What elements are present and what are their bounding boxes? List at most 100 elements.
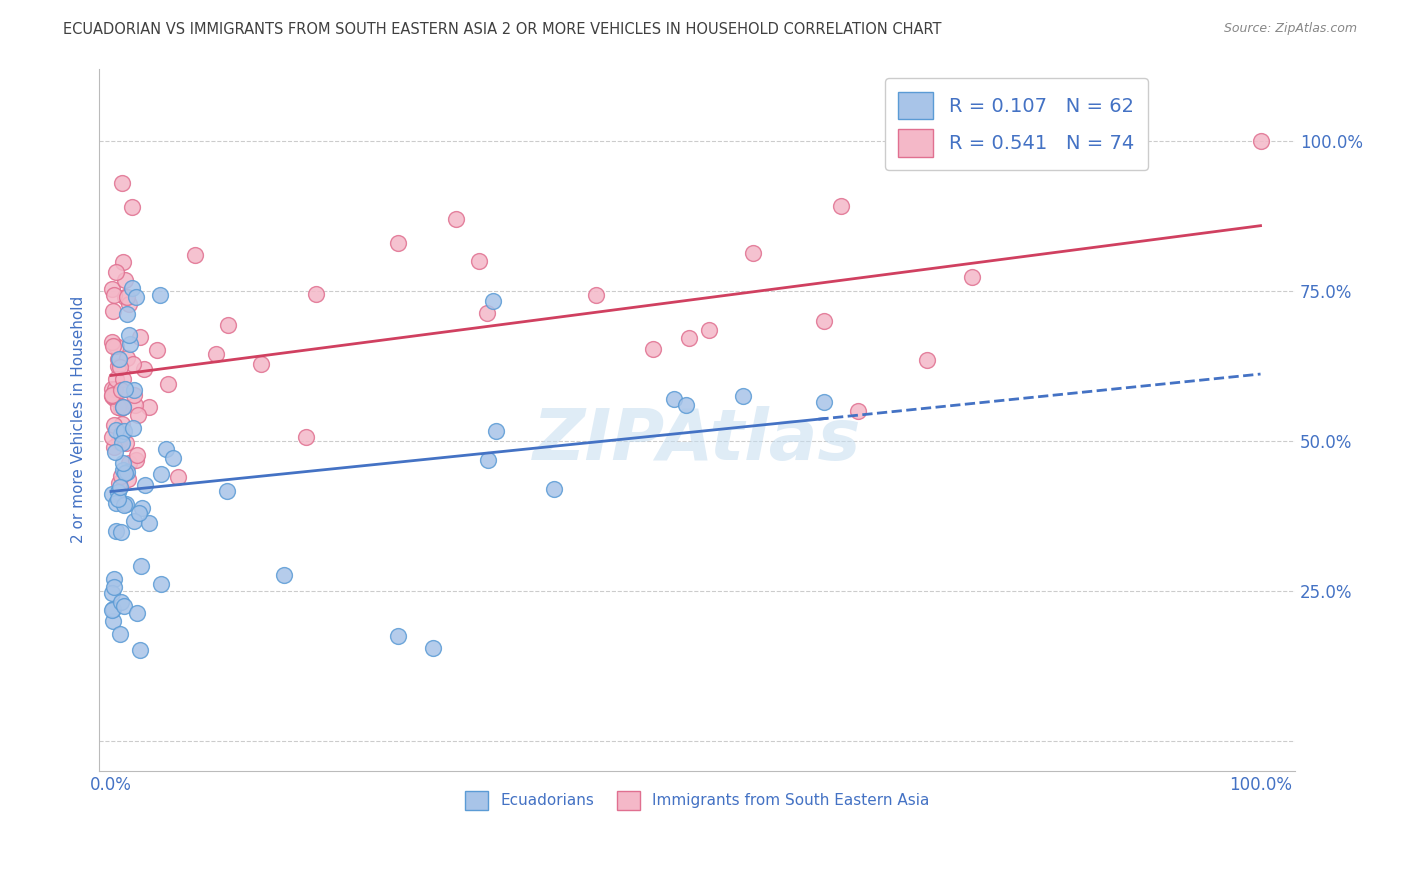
Y-axis label: 2 or more Vehicles in Household: 2 or more Vehicles in Household bbox=[72, 296, 86, 543]
Point bbox=[115, 497, 138, 511]
Point bbox=[110, 468, 132, 483]
Point bbox=[111, 400, 134, 414]
Point bbox=[103, 580, 125, 594]
Point bbox=[127, 408, 149, 422]
Point bbox=[127, 606, 149, 620]
Point bbox=[134, 478, 156, 492]
Point bbox=[101, 389, 124, 403]
Point bbox=[127, 448, 149, 462]
Point bbox=[107, 352, 129, 367]
Point bbox=[115, 291, 138, 305]
Point bbox=[125, 289, 148, 303]
Point bbox=[108, 434, 131, 449]
Point bbox=[101, 282, 124, 296]
Point bbox=[101, 487, 124, 501]
Point bbox=[103, 440, 125, 454]
Point bbox=[149, 467, 172, 481]
Point bbox=[110, 524, 132, 539]
Point bbox=[846, 403, 869, 417]
Point bbox=[101, 603, 124, 617]
Point bbox=[138, 516, 160, 530]
Point bbox=[146, 343, 169, 358]
Point bbox=[273, 567, 295, 582]
Point bbox=[105, 372, 128, 386]
Point bbox=[138, 401, 160, 415]
Point bbox=[166, 470, 188, 484]
Point bbox=[118, 297, 141, 311]
Point bbox=[110, 426, 132, 441]
Point bbox=[305, 287, 328, 301]
Point bbox=[1250, 134, 1272, 148]
Point bbox=[111, 417, 134, 432]
Point bbox=[104, 423, 127, 437]
Point bbox=[101, 614, 124, 628]
Point bbox=[250, 357, 273, 371]
Point bbox=[122, 357, 145, 371]
Point bbox=[132, 362, 155, 376]
Point bbox=[111, 463, 134, 477]
Point bbox=[915, 353, 938, 368]
Point bbox=[103, 287, 125, 301]
Point bbox=[101, 334, 124, 349]
Point bbox=[118, 336, 141, 351]
Point bbox=[118, 457, 141, 471]
Point bbox=[107, 352, 129, 367]
Point bbox=[477, 453, 499, 467]
Point bbox=[585, 288, 607, 302]
Point bbox=[422, 640, 444, 655]
Point bbox=[107, 400, 129, 414]
Point bbox=[157, 376, 180, 391]
Point bbox=[122, 384, 145, 398]
Point bbox=[112, 372, 135, 386]
Point bbox=[114, 273, 136, 287]
Point bbox=[124, 398, 146, 412]
Point bbox=[131, 501, 153, 516]
Point bbox=[110, 595, 132, 609]
Point bbox=[121, 200, 143, 214]
Point bbox=[678, 331, 700, 345]
Point bbox=[215, 483, 238, 498]
Point bbox=[107, 491, 129, 506]
Text: ZIPAtlas: ZIPAtlas bbox=[533, 406, 862, 475]
Point bbox=[112, 424, 135, 438]
Point bbox=[675, 398, 697, 412]
Point bbox=[112, 498, 135, 512]
Point bbox=[105, 338, 128, 352]
Point bbox=[101, 430, 124, 444]
Point bbox=[217, 318, 239, 332]
Point bbox=[117, 351, 139, 366]
Point bbox=[733, 388, 755, 402]
Point bbox=[830, 199, 852, 213]
Point bbox=[104, 445, 127, 459]
Point bbox=[108, 434, 131, 449]
Point bbox=[107, 485, 129, 500]
Point bbox=[110, 627, 132, 641]
Point bbox=[697, 322, 720, 336]
Point bbox=[121, 280, 143, 294]
Point bbox=[813, 394, 835, 409]
Point bbox=[482, 293, 505, 308]
Point bbox=[110, 383, 132, 397]
Point bbox=[468, 253, 491, 268]
Point bbox=[664, 392, 686, 407]
Point bbox=[387, 235, 409, 250]
Point bbox=[128, 506, 150, 520]
Point bbox=[149, 577, 172, 591]
Point bbox=[103, 601, 125, 615]
Point bbox=[129, 330, 152, 344]
Point bbox=[124, 388, 146, 402]
Point bbox=[149, 288, 172, 302]
Point bbox=[115, 466, 138, 480]
Point bbox=[444, 211, 467, 226]
Point bbox=[101, 585, 124, 599]
Legend: Ecuadorians, Immigrants from South Eastern Asia: Ecuadorians, Immigrants from South Easte… bbox=[458, 785, 935, 815]
Point bbox=[155, 442, 177, 456]
Point bbox=[108, 480, 131, 494]
Point bbox=[111, 255, 134, 269]
Point bbox=[129, 558, 152, 573]
Point bbox=[114, 466, 136, 480]
Point bbox=[387, 629, 409, 643]
Point bbox=[111, 436, 134, 450]
Point bbox=[962, 269, 984, 284]
Point bbox=[112, 401, 135, 415]
